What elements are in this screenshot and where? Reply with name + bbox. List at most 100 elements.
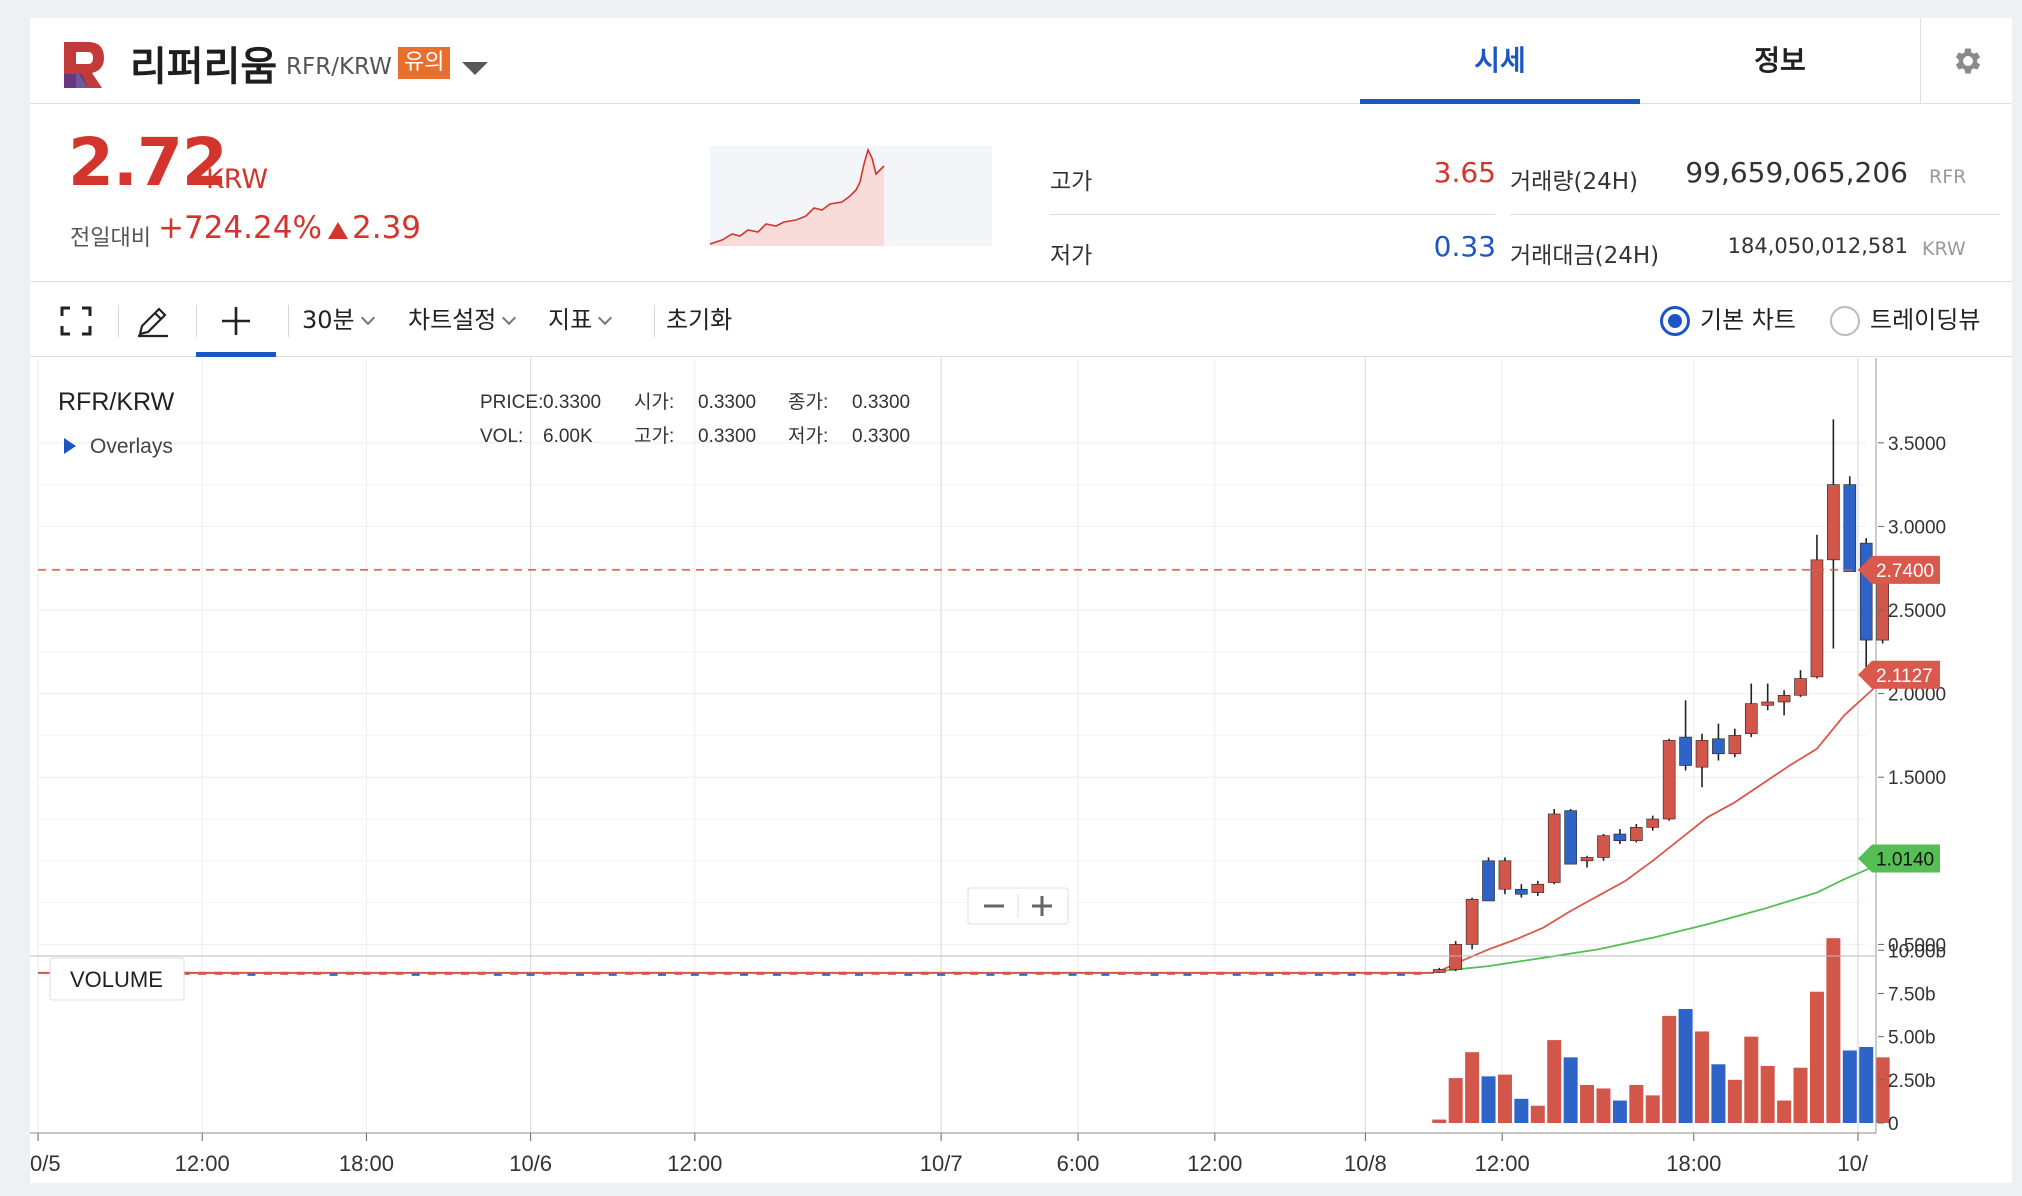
pencil-icon[interactable] — [136, 304, 170, 338]
y-tick-label: 2.5000 — [1888, 601, 1946, 622]
candle-flat — [1150, 972, 1159, 976]
volume-bar — [1481, 1076, 1496, 1123]
volume-tick-label: 7.50b — [1888, 984, 1936, 1005]
candle-body — [1432, 969, 1446, 973]
volume-bar — [1826, 938, 1841, 1123]
coin-dropdown-icon[interactable] — [462, 62, 488, 75]
candle-body — [1662, 740, 1676, 820]
volume-bar — [1448, 1078, 1463, 1123]
volume-bar — [1711, 1064, 1726, 1123]
volume-value: 99,659,065,206 — [1685, 156, 1908, 189]
high-label: 고가 — [1050, 169, 1093, 195]
gear-icon — [1955, 48, 1981, 74]
candle-body — [1712, 738, 1725, 755]
candle-body — [1564, 810, 1577, 865]
candle-body — [1777, 694, 1791, 703]
candle-flat — [493, 972, 502, 976]
info-close-value: 0.3300 — [852, 392, 910, 413]
volume-tick-label: 10.00b — [1888, 941, 1946, 962]
y-tick-label: 1.5000 — [1888, 768, 1946, 789]
x-tick-label: 12:00 — [667, 1151, 722, 1176]
volume-bar — [1645, 1095, 1660, 1123]
candle-flat — [772, 972, 781, 976]
basic-chart-radio[interactable] — [1660, 306, 1690, 336]
amount-value: 184,050,012,581 — [1727, 234, 1908, 258]
candle-body — [1744, 703, 1758, 735]
settings-button[interactable] — [1920, 18, 2012, 104]
candle-flat — [329, 972, 338, 976]
amount-unit: KRW — [1922, 238, 1966, 260]
zoom-controls — [967, 887, 1069, 925]
coin-logo-icon — [64, 42, 104, 88]
candle-body — [1843, 484, 1857, 572]
price-chart[interactable]: 3.5000 3.0000 2.5000 2.0000 1.5000 0.5000 0/5 1… — [30, 358, 2012, 1183]
candle-flat — [1396, 972, 1405, 976]
x-tick-label: 0/5 — [30, 1151, 61, 1176]
candle-flat — [937, 972, 946, 976]
x-tick-label: 10/ — [1837, 1151, 1868, 1176]
volume-label: 거래량(24H) — [1510, 169, 1638, 195]
chevron-down-icon — [502, 310, 517, 326]
volume-bar — [1432, 1119, 1447, 1123]
basic-chart-label[interactable]: 기본 차트 — [1700, 306, 1796, 334]
candle-body — [1613, 833, 1627, 842]
chevron-down-icon — [360, 310, 375, 326]
change-rate: +724.24% — [158, 210, 322, 246]
coin-name: 리퍼리움 — [130, 44, 278, 90]
reset-button[interactable]: 초기화 — [666, 306, 733, 334]
volume-label: VOLUME — [70, 967, 163, 992]
x-tick-label: 18:00 — [339, 1151, 394, 1176]
ma-long-line — [1439, 858, 1886, 973]
candle-body — [1580, 857, 1594, 862]
tab-price[interactable]: 시세 — [1360, 18, 1640, 104]
y-tick-label: 3.0000 — [1888, 517, 1946, 538]
tab-info[interactable]: 정보 — [1754, 44, 1806, 77]
candle-flat — [1101, 972, 1110, 976]
change-amount: 2.39 — [352, 210, 422, 246]
trading-view-radio[interactable] — [1830, 306, 1860, 336]
volume-bar — [1859, 1047, 1874, 1123]
play-icon[interactable] — [64, 438, 76, 454]
candle-body — [1547, 813, 1561, 883]
volume-label-box — [49, 957, 185, 1001]
info-vol-label: VOL: — [480, 426, 523, 447]
chart-settings-dropdown[interactable]: 차트설정 — [408, 283, 517, 357]
volume-bar — [1695, 1031, 1709, 1123]
interval-label: 30분 — [302, 306, 355, 334]
candle-flat — [822, 972, 831, 976]
candle-flat — [1265, 972, 1274, 976]
trading-view-label[interactable]: 트레이딩뷰 — [1870, 306, 1981, 334]
indicators-dropdown[interactable]: 지표 — [548, 283, 613, 357]
volume-bar — [1629, 1085, 1644, 1123]
price-tag — [1858, 660, 1940, 689]
x-tick-label: 12:00 — [1187, 1151, 1242, 1176]
volume-bar — [1842, 1050, 1857, 1123]
candle-body — [1728, 735, 1742, 755]
info-high-value: 0.3300 — [698, 426, 756, 447]
crosshair-icon — [222, 307, 250, 335]
info-open-label: 시가: — [634, 391, 674, 413]
candle-flat — [608, 972, 617, 976]
y-tick-label: 2.0000 — [1888, 685, 1946, 706]
fullscreen-icon[interactable] — [60, 306, 92, 336]
candle-body — [1482, 860, 1495, 902]
volume-bar — [1497, 1074, 1512, 1123]
coin-pair: RFR/KRW — [286, 54, 392, 80]
zoom-in-button[interactable] — [1032, 896, 1052, 916]
candle-flat — [247, 972, 256, 976]
chart-area[interactable]: 3.5000 3.0000 2.5000 2.0000 1.5000 0.5000 0/5 1… — [30, 358, 2012, 1183]
candle-body — [1761, 701, 1774, 706]
x-tick-label: 10/6 — [509, 1151, 552, 1176]
exchange-app: 리퍼리움 RFR/KRW 유의 시세 정보 2.72 KRW 전일대비 +724… — [30, 18, 2012, 1183]
overlays-toggle[interactable]: Overlays — [90, 435, 173, 458]
toolbar-separator — [654, 305, 655, 337]
crosshair-tool-button[interactable] — [196, 283, 276, 357]
volume-bar — [1547, 1040, 1562, 1123]
interval-dropdown[interactable]: 30분 — [302, 283, 375, 357]
candle-flat — [658, 972, 666, 976]
volume-tick-label: 2.50b — [1888, 1071, 1936, 1092]
candle-flat — [1347, 972, 1356, 976]
chart-settings-label: 차트설정 — [408, 306, 497, 334]
price-summary: 2.72 KRW 전일대비 +724.24% 2.39 고가 3.65 저가 0… — [30, 104, 2012, 282]
coin-header: 리퍼리움 RFR/KRW 유의 시세 정보 — [30, 18, 2012, 104]
